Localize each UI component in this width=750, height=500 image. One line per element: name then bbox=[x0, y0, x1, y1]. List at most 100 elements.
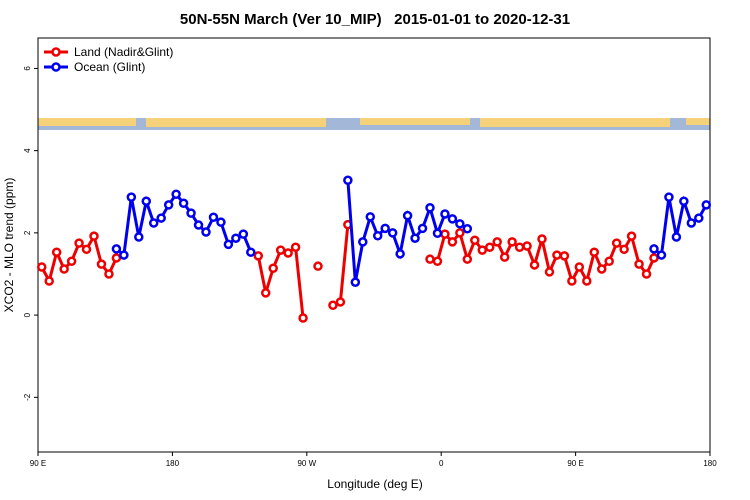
data-point bbox=[395, 249, 405, 259]
legend-label: Ocean (Glint) bbox=[74, 60, 145, 74]
data-point bbox=[74, 238, 84, 248]
data-point bbox=[89, 231, 99, 241]
data-point bbox=[619, 244, 629, 255]
data-point bbox=[432, 256, 443, 266]
data-point bbox=[470, 235, 480, 246]
data-point bbox=[484, 242, 495, 253]
data-point bbox=[611, 238, 622, 248]
data-point bbox=[298, 313, 308, 323]
data-point bbox=[432, 228, 443, 239]
data-point bbox=[328, 300, 338, 310]
data-point bbox=[499, 252, 510, 262]
data-point bbox=[246, 247, 256, 257]
data-point bbox=[649, 244, 659, 254]
data-point bbox=[425, 254, 435, 264]
data-point bbox=[358, 237, 368, 247]
data-point bbox=[134, 232, 144, 242]
x-axis-label: Longitude (deg E) bbox=[327, 477, 422, 491]
data-point bbox=[186, 208, 196, 218]
data-point bbox=[96, 259, 107, 269]
data-point bbox=[81, 244, 92, 255]
data-point bbox=[552, 250, 562, 260]
data-point bbox=[148, 218, 159, 228]
data-point bbox=[522, 241, 532, 251]
data-point bbox=[455, 219, 465, 229]
data-point bbox=[66, 256, 77, 266]
x-tick-label: 90 W bbox=[297, 459, 316, 468]
data-point bbox=[567, 276, 577, 286]
data-point bbox=[462, 224, 473, 234]
y-tick-label: 6 bbox=[23, 66, 32, 71]
x-tick-label: 0 bbox=[439, 459, 444, 468]
data-point bbox=[216, 217, 226, 227]
data-point bbox=[529, 260, 540, 270]
data-point bbox=[455, 228, 465, 238]
data-point bbox=[417, 223, 428, 234]
data-point bbox=[462, 254, 473, 264]
data-point bbox=[313, 261, 323, 271]
data-point bbox=[126, 192, 137, 202]
y-tick-label: -2 bbox=[23, 393, 32, 401]
data-point bbox=[492, 237, 502, 247]
data-point bbox=[664, 192, 674, 202]
data-point bbox=[589, 247, 600, 257]
data-point bbox=[649, 253, 659, 263]
data-point bbox=[350, 277, 361, 287]
x-tick-label: 90 E bbox=[30, 459, 46, 468]
data-point bbox=[178, 198, 189, 209]
data-point bbox=[694, 213, 704, 223]
data-point bbox=[425, 203, 435, 213]
data-point bbox=[163, 200, 174, 210]
data-point bbox=[447, 214, 458, 224]
data-point bbox=[260, 288, 271, 298]
land-sea-strip bbox=[38, 118, 710, 130]
data-point bbox=[387, 228, 398, 238]
data-point bbox=[372, 230, 383, 241]
data-point bbox=[410, 233, 420, 243]
y-tick-label: 0 bbox=[23, 312, 32, 317]
data-point bbox=[156, 213, 166, 223]
data-point bbox=[641, 269, 652, 279]
data-point bbox=[104, 269, 114, 279]
chart-title: 50N-55N March (Ver 10_MIP) 2015-01-01 to… bbox=[180, 11, 570, 28]
data-point bbox=[231, 233, 241, 243]
data-point bbox=[671, 232, 682, 242]
series-line bbox=[40, 224, 656, 319]
data-point bbox=[223, 239, 234, 250]
data-point bbox=[544, 267, 555, 277]
data-point bbox=[290, 242, 301, 253]
data-point bbox=[701, 200, 712, 210]
data-point bbox=[537, 234, 547, 244]
data-point bbox=[44, 276, 54, 286]
data-point bbox=[208, 212, 219, 222]
data-point bbox=[514, 242, 525, 253]
data-point bbox=[507, 237, 517, 247]
data-point bbox=[238, 229, 249, 239]
data-point bbox=[275, 245, 286, 255]
data-point bbox=[253, 251, 264, 261]
data-point bbox=[59, 264, 69, 274]
data-point bbox=[193, 220, 204, 230]
x-tick-label: 90 E bbox=[567, 459, 583, 468]
data-point bbox=[335, 297, 346, 307]
data-point bbox=[477, 245, 488, 255]
y-tick-label: 4 bbox=[23, 148, 32, 153]
x-tick-label: 180 bbox=[703, 459, 717, 468]
legend-marker bbox=[51, 47, 61, 57]
data-point bbox=[440, 229, 450, 239]
y-axis-label: XCO2 - MLO trend (ppm) bbox=[2, 178, 16, 313]
data-point bbox=[626, 231, 637, 241]
data-point bbox=[51, 247, 62, 257]
data-point bbox=[604, 256, 614, 266]
data-point bbox=[141, 196, 152, 206]
data-point bbox=[268, 263, 278, 273]
data-point bbox=[171, 189, 181, 199]
data-point bbox=[111, 244, 122, 254]
data-point bbox=[679, 196, 689, 206]
data-point bbox=[201, 227, 211, 237]
data-point bbox=[119, 250, 129, 260]
data-point bbox=[380, 223, 390, 234]
data-point bbox=[656, 250, 667, 260]
data-point bbox=[111, 253, 122, 263]
